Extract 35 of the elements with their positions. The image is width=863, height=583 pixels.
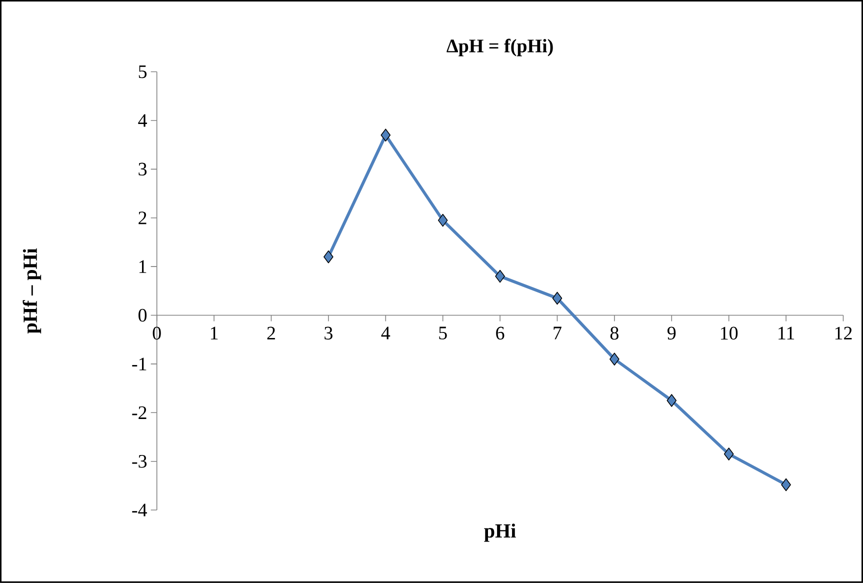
point	[438, 214, 448, 227]
x-tick-label: 8	[610, 326, 618, 340]
chart-title: ΔpH = f(pHi)	[446, 38, 553, 56]
x-tick-label: 7	[554, 326, 562, 340]
x-tick-label: 1	[210, 326, 218, 340]
point	[324, 250, 334, 264]
y-tick-label: 2	[138, 212, 146, 224]
point	[724, 448, 734, 461]
y-tick-label: 0	[138, 308, 147, 322]
x-tick-label: 4	[381, 326, 390, 340]
point	[781, 478, 791, 492]
x-tick-label: 2	[267, 326, 275, 340]
x-tick-label: 11	[778, 326, 794, 340]
y-tick-label: 5	[138, 66, 147, 78]
y-tick-label: -2	[132, 406, 146, 420]
y-tick-label: 1	[139, 260, 146, 273]
y-axis-title: pHf – pHi	[22, 248, 42, 334]
x-tick-label: 6	[496, 326, 504, 340]
y-tick-label: 4	[138, 114, 148, 127]
point	[380, 128, 391, 142]
x-tick-label: 12	[835, 326, 852, 340]
point	[666, 394, 677, 407]
point	[495, 270, 505, 283]
x-axis-title: pHi	[484, 524, 516, 542]
x-tick-label: 9	[668, 326, 676, 340]
x-tick-label: 10	[721, 326, 738, 340]
y-tick-label: -4	[132, 504, 148, 516]
y-tick-label: 3	[138, 162, 147, 176]
point	[552, 292, 562, 305]
x-tick-label: 0	[152, 326, 161, 340]
x-tick-label: 5	[439, 326, 447, 340]
y-tick-label: -3	[132, 455, 147, 468]
y-tick-label: -1	[132, 358, 146, 370]
point	[610, 352, 620, 366]
x-tick-label: 3	[324, 326, 332, 340]
